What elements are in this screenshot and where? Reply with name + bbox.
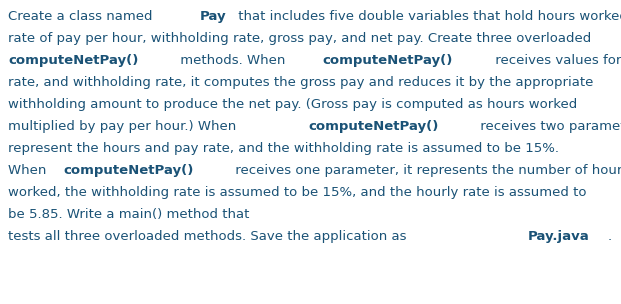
Text: rate, and withholding rate, it computes the gross pay and reduces it by the appr: rate, and withholding rate, it computes … xyxy=(8,76,594,89)
Text: receives one parameter, it represents the number of hours: receives one parameter, it represents th… xyxy=(231,164,621,177)
Text: that includes five double variables that hold hours worked,: that includes five double variables that… xyxy=(234,10,621,23)
Text: receives two parameters, they: receives two parameters, they xyxy=(476,120,621,133)
Text: Pay: Pay xyxy=(200,10,227,23)
Text: computeNetPay(): computeNetPay() xyxy=(308,120,438,133)
Text: .: . xyxy=(607,230,612,243)
Text: Pay.java: Pay.java xyxy=(528,230,589,243)
Text: worked, the withholding rate is assumed to be 15%, and the hourly rate is assume: worked, the withholding rate is assumed … xyxy=(8,186,586,199)
Text: When: When xyxy=(8,164,51,177)
Text: withholding amount to produce the net pay. (Gross pay is computed as hours worke: withholding amount to produce the net pa… xyxy=(8,98,578,111)
Text: computeNetPay(): computeNetPay() xyxy=(63,164,193,177)
Text: methods. When: methods. When xyxy=(176,54,290,67)
Text: receives values for hours, pay: receives values for hours, pay xyxy=(491,54,621,67)
Text: computeNetPay(): computeNetPay() xyxy=(8,54,138,67)
Text: tests all three overloaded methods. Save the application as: tests all three overloaded methods. Save… xyxy=(8,230,410,243)
Text: rate of pay per hour, withholding rate, gross pay, and net pay. Create three ove: rate of pay per hour, withholding rate, … xyxy=(8,32,591,45)
Text: Create a class named: Create a class named xyxy=(8,10,156,23)
Text: be 5.85. Write a main() method that: be 5.85. Write a main() method that xyxy=(8,208,250,221)
Text: multiplied by pay per hour.) When: multiplied by pay per hour.) When xyxy=(8,120,240,133)
Text: computeNetPay(): computeNetPay() xyxy=(323,54,453,67)
Text: represent the hours and pay rate, and the withholding rate is assumed to be 15%.: represent the hours and pay rate, and th… xyxy=(8,142,559,155)
